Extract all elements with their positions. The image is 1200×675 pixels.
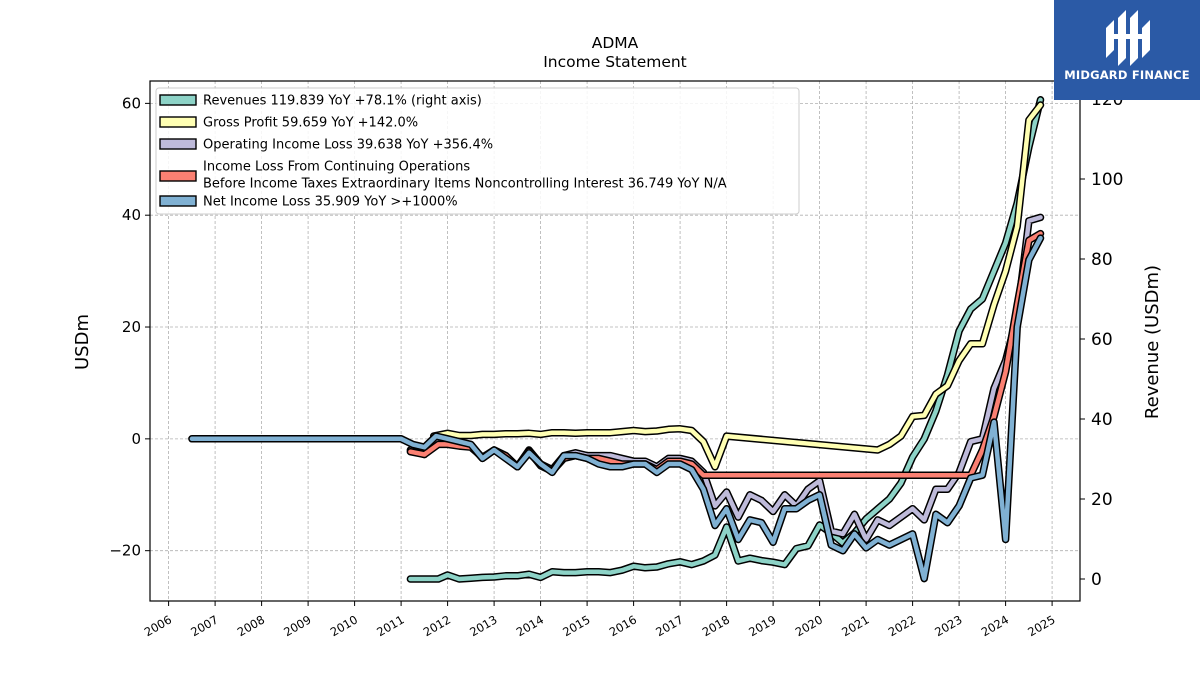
legend: Revenues 119.839 YoY +78.1% (right axis)…	[155, 87, 800, 215]
legend-box	[155, 87, 800, 215]
logo-text: MIDGARD FINANCE	[1064, 68, 1190, 82]
legend-label-3: Operating Income Loss 39.638 YoY +356.4%	[203, 138, 493, 153]
y-tick-label-left: 20	[122, 318, 141, 336]
legend-swatch-1	[159, 94, 197, 106]
y-tick-label-right: 40	[1091, 410, 1113, 430]
chart-subtitle: Income Statement	[543, 53, 687, 71]
y-tick-label-left: 40	[122, 206, 141, 224]
y-tick-label-right: 80	[1091, 250, 1113, 270]
x-tick-label: 2021	[839, 612, 871, 639]
y-tick-label-right: 60	[1091, 330, 1113, 350]
y-tick-label-right: 0	[1091, 570, 1102, 590]
legend-swatch-3	[159, 138, 197, 150]
x-tick-label: 2007	[188, 612, 220, 639]
series-line-1	[406, 96, 1045, 583]
x-tick-label: 2016	[607, 612, 639, 639]
legend-swatch-4	[159, 170, 197, 182]
y-tick-label-left: 0	[131, 430, 141, 448]
series-line-stroke	[189, 235, 1043, 581]
series-line-outline	[188, 234, 1045, 583]
y-axis-label-right: Revenue (USDm)	[1142, 265, 1163, 419]
x-tick-label: 2006	[142, 612, 174, 639]
legend-label-5: Net Income Loss 35.909 YoY >+1000%	[203, 195, 458, 210]
x-tick-label: 2015	[560, 612, 592, 639]
legend-label-1: Revenues 119.839 YoY +78.1% (right axis)	[203, 94, 482, 109]
legend-swatch-5	[159, 195, 197, 207]
x-tick-label: 2019	[746, 612, 778, 639]
chart-title: ADMA	[592, 34, 639, 52]
y-tick-label-left: −20	[109, 542, 141, 560]
x-tick-label: 2018	[700, 612, 732, 639]
series-line-2	[429, 101, 1045, 471]
x-tick-label: 2023	[932, 612, 964, 639]
y-tick-label-right: 20	[1091, 490, 1113, 510]
y-axis-label-left: USDm	[72, 314, 93, 370]
x-tick-label: 2010	[328, 612, 360, 639]
x-tick-label: 2017	[653, 612, 685, 639]
plot-lines	[188, 96, 1045, 583]
series-line-stroke	[408, 97, 1043, 582]
x-tick-label: 2020	[793, 612, 825, 639]
plot-frame	[149, 80, 1081, 602]
legend-swatch-2	[159, 116, 197, 128]
x-tick-label: 2012	[421, 612, 453, 639]
legend-label-4: Before Income Taxes Extraordinary Items …	[203, 177, 727, 192]
x-tick-label: 2009	[281, 612, 313, 639]
series-line-5	[188, 234, 1045, 583]
y-tick-label-right: 100	[1091, 170, 1123, 190]
midgard-logo: MIDGARD FINANCE	[1054, 0, 1200, 100]
legend-label-2: Gross Profit 59.659 YoY +142.0%	[203, 116, 418, 131]
series-line-stroke	[431, 102, 1043, 470]
x-tick-label: 2025	[1025, 612, 1057, 639]
y-tick-label-left: 60	[122, 94, 141, 112]
x-tick-label: 2013	[467, 612, 499, 639]
legend-label-4: Income Loss From Continuing Operations	[203, 160, 470, 175]
x-tick-label: 2024	[979, 612, 1011, 639]
x-tick-label: 2011	[374, 612, 406, 639]
midgard-logo-icon	[1106, 10, 1150, 66]
x-tick-label: 2022	[886, 612, 918, 639]
x-tick-label: 2008	[235, 612, 267, 639]
x-tick-label: 2014	[514, 612, 546, 639]
